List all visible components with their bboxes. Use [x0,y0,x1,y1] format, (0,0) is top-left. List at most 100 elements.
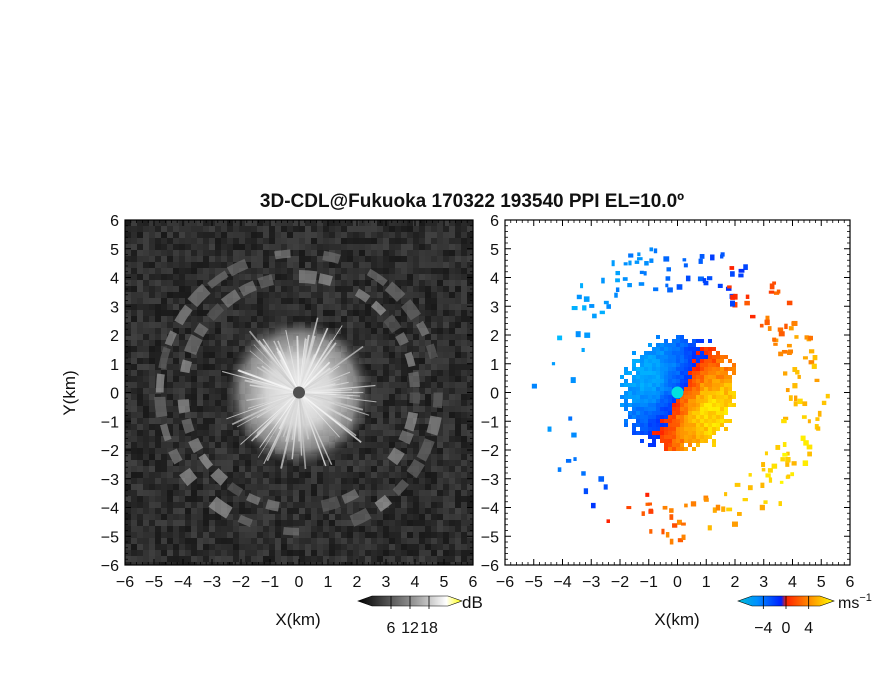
noise-cell [125,562,131,565]
noise-cell [335,292,341,298]
noise-cell [143,328,149,334]
velocity-outer-cell [788,326,794,331]
noise-cell [137,370,143,376]
velocity-cell [652,435,656,439]
noise-cell [419,544,425,550]
noise-cell [131,514,137,520]
noise-cell [401,526,407,532]
noise-cell [173,550,179,556]
noise-cell [137,376,143,382]
noise-cell [245,262,251,268]
noise-cell [239,472,245,478]
noise-cell [173,268,179,274]
noise-cell [281,292,287,298]
noise-cell [443,250,449,256]
noise-cell [401,244,407,250]
velocity-cell [704,427,708,431]
noise-cell [437,556,443,562]
noise-cell [311,490,317,496]
noise-cell [233,232,239,238]
velocity-cell [688,435,692,439]
noise-cell [155,250,161,256]
velocity-cell [716,415,720,419]
noise-cell [305,562,311,565]
noise-cell [359,454,365,460]
noise-cell [407,226,413,232]
noise-cell [269,478,275,484]
noise-cell [455,358,461,364]
velocity-cell [648,343,652,347]
velocity-cell [708,415,712,419]
noise-cell [185,490,191,496]
noise-cell [449,328,455,334]
noise-cell [239,496,245,502]
noise-cell [227,262,233,268]
noise-cell [443,226,449,232]
noise-cell [299,304,305,310]
velocity-cell [672,411,676,415]
noise-cell [131,490,137,496]
noise-cell [167,346,173,352]
velocity-outer-cell [778,331,785,337]
y-tick-label: 1 [110,357,119,374]
velocity-cell [668,371,672,375]
velocity-cell [640,431,644,435]
noise-cell [449,376,455,382]
noise-cell [149,544,155,550]
noise-cell [137,466,143,472]
noise-cell [239,460,245,466]
x-tick-label: 3 [382,574,391,591]
velocity-cell [688,411,692,415]
noise-cell [377,358,383,364]
noise-cell [197,364,203,370]
noise-cell [275,490,281,496]
noise-cell [227,274,233,280]
echo-arc-segment [374,494,393,512]
noise-cell [449,484,455,490]
noise-cell [455,562,461,565]
noise-cell [233,316,239,322]
noise-cell [137,292,143,298]
noise-cell [353,442,359,448]
noise-cell [269,556,275,562]
noise-cell [413,244,419,250]
noise-cell [179,340,185,346]
noise-cell [155,460,161,466]
velocity-outer-cell [628,253,634,258]
velocity-outer-cell [703,280,709,286]
echo-arc-segment [227,482,244,497]
velocity-cell [692,403,696,407]
noise-cell [269,238,275,244]
radar-site-marker [671,386,684,399]
velocity-cell [648,367,652,371]
noise-cell [461,250,467,256]
noise-cell [425,406,431,412]
noise-cell [167,232,173,238]
noise-cell [233,466,239,472]
noise-cell [263,472,269,478]
velocity-cell [684,371,688,375]
noise-cell [455,232,461,238]
velocity-cell [640,355,644,359]
velocity-cell [712,399,716,403]
velocity-cell [648,403,652,407]
velocity-cell [680,431,684,435]
noise-cell [419,376,425,382]
noise-cell [371,526,377,532]
velocity-cell [728,383,732,387]
noise-cell [437,322,443,328]
noise-cell [293,292,299,298]
noise-cell [395,430,401,436]
noise-cell [395,508,401,514]
echo-ray [298,392,307,470]
velocity-cell [688,355,692,359]
velocity-cell [680,407,684,411]
noise-cell [395,256,401,262]
noise-cell [299,526,305,532]
noise-cell [455,466,461,472]
noise-cell [317,226,323,232]
noise-cell [353,538,359,544]
noise-cell [413,520,419,526]
velocity-outer-cell [764,319,770,326]
noise-cell [365,556,371,562]
